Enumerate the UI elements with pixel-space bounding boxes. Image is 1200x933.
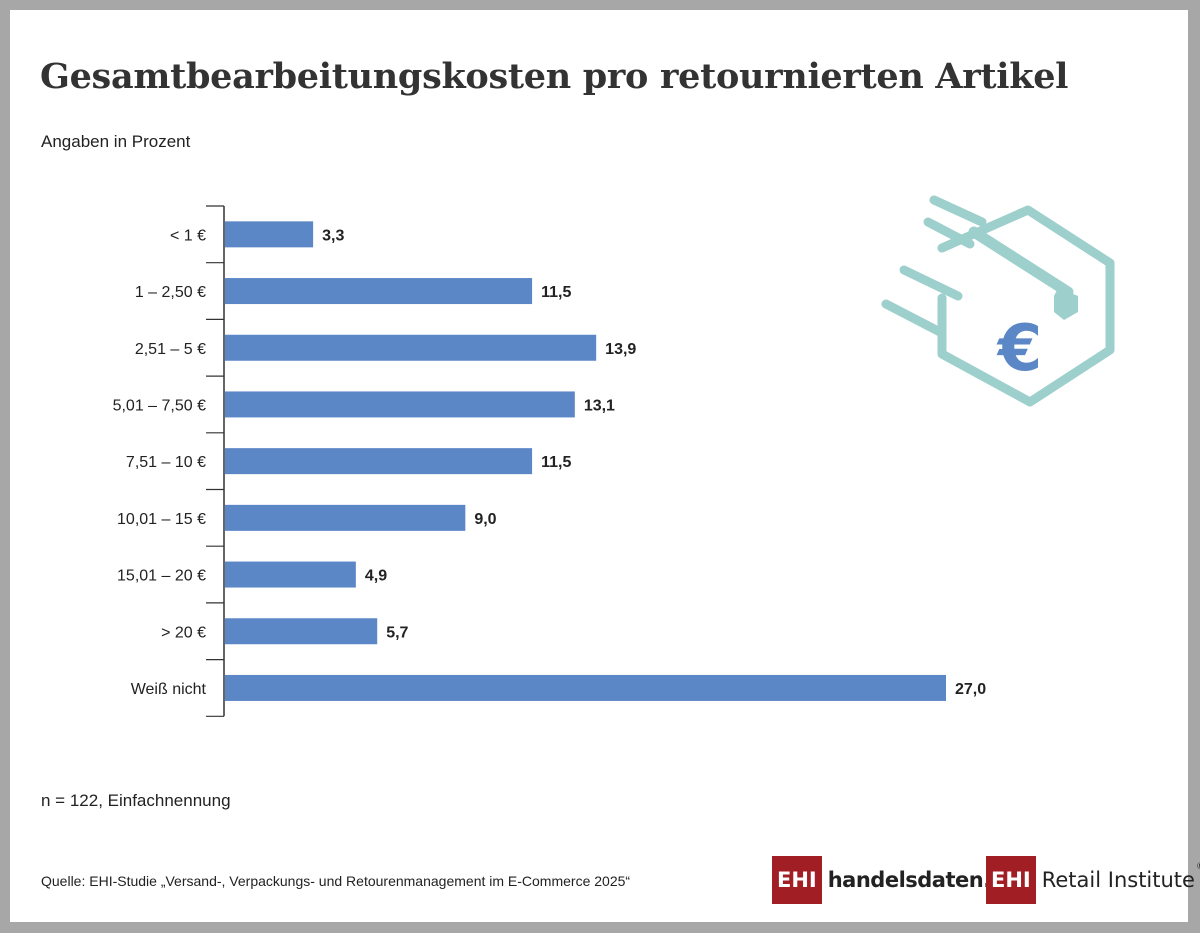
- category-label: 7,51 – 10 €: [126, 454, 206, 471]
- bar: [225, 618, 378, 645]
- bar: [225, 561, 356, 588]
- value-label: 11,5: [541, 454, 571, 471]
- speed-line-4: [881, 299, 945, 337]
- handelsdaten-logo[interactable]: EHI handelsdaten.de: [772, 856, 1019, 904]
- sample-note: n = 122, Einfachnennung: [41, 791, 231, 810]
- value-label: 13,1: [584, 397, 615, 414]
- retail-institute-logo[interactable]: EHI Retail Institute®: [986, 856, 1200, 904]
- bar-chart: < 1 € 3,3 1 – 2,50 € 11,5 2,51 – 5 € 13,9 5,01…: [113, 205, 986, 717]
- value-label: 9,0: [474, 511, 496, 528]
- euro-symbol: €: [996, 312, 1043, 386]
- box-hexagon-shape: [937, 205, 1115, 407]
- category-label: 10,01 – 15 €: [117, 511, 206, 528]
- category-label: < 1 €: [170, 227, 206, 244]
- box-euro-icon: €: [881, 195, 1115, 407]
- value-label: 4,9: [365, 568, 387, 585]
- value-label: 11,5: [541, 284, 571, 301]
- retail-institute-text: Retail Institute®: [1041, 862, 1200, 892]
- speed-line-3: [899, 265, 963, 301]
- box-flap-line: [968, 226, 1074, 298]
- value-label: 27,0: [955, 681, 986, 698]
- registered-mark: ®: [1196, 862, 1200, 872]
- ehi-mark: EHI: [986, 856, 1036, 904]
- bar: [225, 674, 946, 701]
- bar: [225, 221, 314, 248]
- category-label: 15,01 – 20 €: [117, 568, 206, 585]
- speed-line-2: [923, 217, 975, 249]
- value-label: 5,7: [386, 624, 408, 641]
- ehi-mark: EHI: [772, 856, 822, 904]
- box-outline: [881, 195, 1115, 407]
- category-label: 2,51 – 5 €: [135, 341, 206, 358]
- chart-subtitle: Angaben in Prozent: [41, 132, 191, 151]
- category-label: 1 – 2,50 €: [135, 284, 206, 301]
- value-label: 3,3: [322, 227, 344, 244]
- chart-card: Gesamtbearbeitungskosten pro retourniert…: [10, 10, 1200, 922]
- category-label: 5,01 – 7,50 €: [113, 397, 207, 414]
- bar: [225, 504, 466, 531]
- category-label: Weiß nicht: [131, 681, 207, 698]
- retail-institute-name: Retail Institute: [1041, 868, 1195, 892]
- chart-title: Gesamtbearbeitungskosten pro retourniert…: [40, 56, 1069, 97]
- source-note: Quelle: EHI-Studie „Versand-, Verpackung…: [41, 873, 631, 889]
- speed-line-1: [929, 195, 987, 227]
- bar: [225, 334, 597, 361]
- value-label: 13,9: [605, 341, 636, 358]
- box-tape-shape: [1054, 288, 1078, 320]
- bar: [225, 448, 533, 475]
- category-label: > 20 €: [161, 624, 206, 641]
- bar: [225, 391, 575, 418]
- bar: [225, 278, 533, 305]
